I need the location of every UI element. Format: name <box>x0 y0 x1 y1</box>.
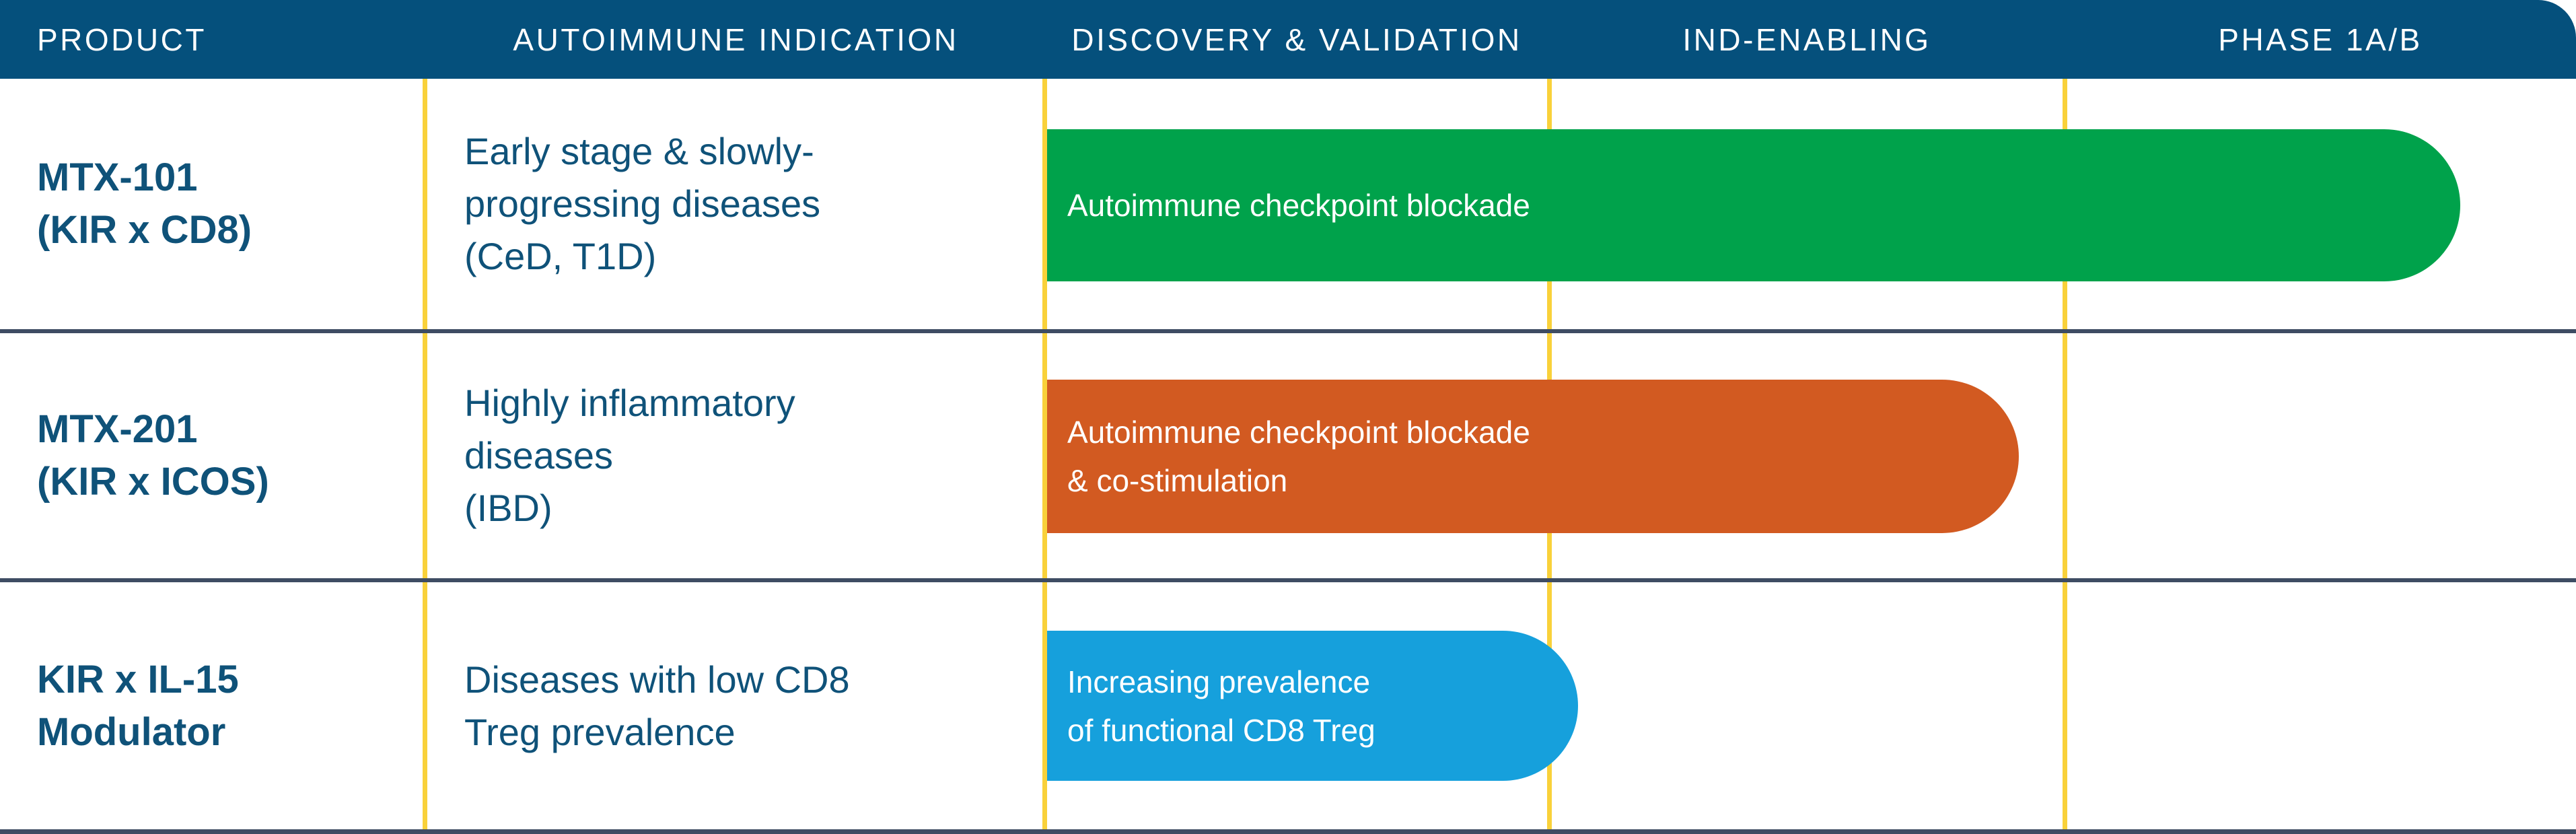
indication-line: (IBD) <box>464 487 552 529</box>
product-label-mtx-101: MTX-101 (KIR x CD8) <box>37 79 414 329</box>
indication-line: progressing diseases <box>464 182 821 225</box>
pipeline-bar-green-mtx-101: Autoimmune checkpoint blockade <box>1047 129 2460 281</box>
bar-label-line: & co-stimulation <box>1067 463 1288 498</box>
bottom-border <box>0 829 2576 834</box>
header-bar <box>0 0 2576 79</box>
bar-label-line: Autoimmune checkpoint blockade <box>1067 188 1530 223</box>
column-divider-4 <box>2063 79 2067 829</box>
indication-label-row-1: Early stage & slowly- progressing diseas… <box>464 79 1033 329</box>
product-line: (KIR x CD8) <box>37 208 252 252</box>
product-line: Modulator <box>37 709 226 754</box>
column-divider-2 <box>1042 79 1047 829</box>
indication-line: (CeD, T1D) <box>464 235 657 277</box>
column-header-product: PRODUCT <box>37 22 207 57</box>
product-line: (KIR x ICOS) <box>37 460 269 503</box>
bar-label-line: of functional CD8 Treg <box>1067 712 1375 748</box>
indication-line: Early stage & slowly- <box>464 130 814 172</box>
indication-line: Diseases with low CD8 <box>464 658 850 701</box>
column-header-ind-enabling: IND-ENABLING <box>1682 22 1931 57</box>
indication-label-row-3: Diseases with low CD8 Treg prevalence <box>464 582 1033 829</box>
column-divider-1 <box>423 79 427 829</box>
product-line: MTX-101 <box>37 155 198 199</box>
indication-label-row-2: Highly inflammatory diseases (IBD) <box>464 333 1033 578</box>
row-divider-2 <box>0 578 2576 582</box>
column-header-phase-1ab: PHASE 1A/B <box>2218 22 2423 57</box>
row-divider-1 <box>0 329 2576 333</box>
pipeline-bar-blue-kir-il15: Increasing prevalence of functional CD8 … <box>1047 631 1578 781</box>
pipeline-bar-orange-mtx-201: Autoimmune checkpoint blockade & co-stim… <box>1047 380 2019 533</box>
indication-line: Treg prevalence <box>464 710 736 753</box>
product-line: MTX-201 <box>37 407 198 451</box>
bar-label-line: Increasing prevalence <box>1067 664 1371 699</box>
product-line: KIR x IL-15 <box>37 657 239 701</box>
product-label-kir-il15: KIR x IL-15 Modulator <box>37 582 414 829</box>
product-label-mtx-201: MTX-201 (KIR x ICOS) <box>37 333 414 578</box>
bar-label-line: Autoimmune checkpoint blockade <box>1067 415 1530 450</box>
column-header-autoimmune-indication: AUTOIMMUNE INDICATION <box>513 22 959 57</box>
indication-line: diseases <box>464 434 614 477</box>
column-header-discovery-validation: DISCOVERY & VALIDATION <box>1071 22 1522 57</box>
indication-line: Highly inflammatory <box>464 382 795 424</box>
